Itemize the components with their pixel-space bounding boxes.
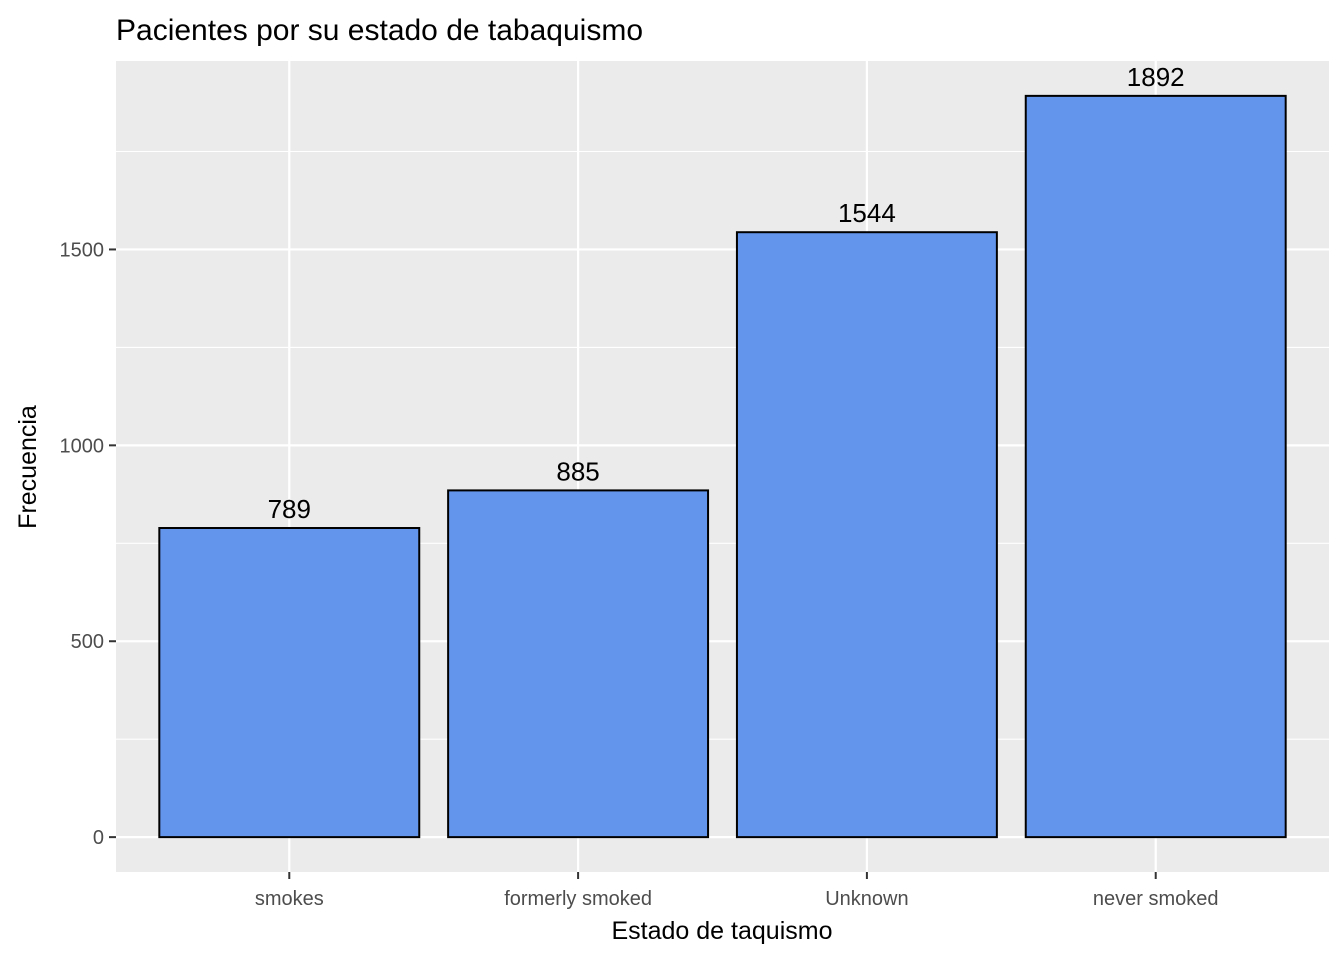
bar-never-smoked — [1024, 94, 1287, 839]
x-tick-label: Unknown — [825, 888, 908, 910]
data-label: 1544 — [838, 198, 896, 228]
bars-group — [158, 94, 1287, 839]
bar-smokes — [158, 527, 421, 839]
data-label: 789 — [268, 494, 311, 524]
data-label: 885 — [556, 456, 599, 486]
x-tick-label: never smoked — [1093, 888, 1219, 910]
x-axis-title: Estado de taquismo — [612, 917, 833, 945]
x-tick-label: formerly smoked — [504, 888, 652, 910]
data-labels-group: 789 885 1544 1892 — [268, 62, 1185, 524]
y-axis-title: Frecuencia — [14, 405, 42, 529]
bar-unknown — [735, 231, 998, 839]
data-label: 1892 — [1127, 62, 1185, 92]
y-tick-label: 1000 — [60, 435, 105, 457]
y-tick-label: 0 — [93, 827, 104, 849]
y-tick-label: 500 — [71, 631, 104, 653]
x-axis-ticks: smokes formerly smoked Unknown never smoked — [255, 872, 1219, 910]
chart-title: Pacientes por su estado de tabaquismo — [116, 14, 643, 47]
y-tick-label: 1500 — [60, 239, 105, 261]
y-axis-ticks: 0 500 1000 1500 — [60, 239, 116, 849]
x-tick-label: smokes — [255, 888, 324, 910]
bar-formerly-smoked — [447, 489, 710, 839]
